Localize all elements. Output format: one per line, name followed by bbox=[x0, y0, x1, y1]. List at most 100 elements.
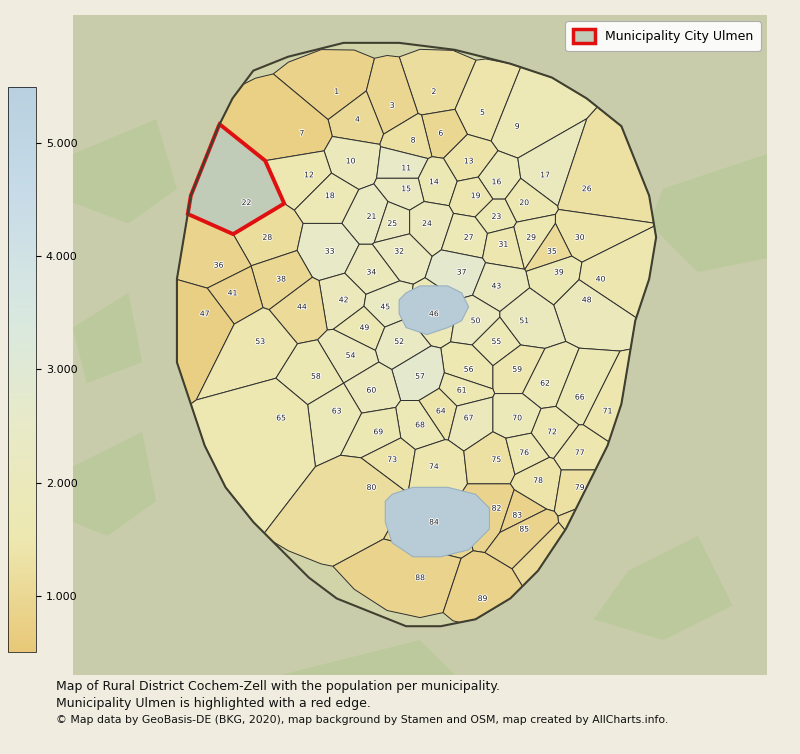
Polygon shape bbox=[318, 329, 378, 383]
Polygon shape bbox=[518, 118, 587, 206]
Polygon shape bbox=[324, 136, 381, 189]
Polygon shape bbox=[251, 250, 312, 310]
Text: 20: 20 bbox=[519, 198, 529, 207]
Polygon shape bbox=[342, 184, 388, 244]
Text: 24: 24 bbox=[422, 219, 432, 228]
Polygon shape bbox=[594, 536, 733, 640]
Polygon shape bbox=[442, 213, 487, 258]
Polygon shape bbox=[425, 250, 486, 299]
Text: 9: 9 bbox=[514, 121, 520, 130]
Text: 52: 52 bbox=[394, 337, 404, 346]
Text: 13: 13 bbox=[464, 156, 474, 165]
Polygon shape bbox=[207, 266, 263, 324]
Text: 33: 33 bbox=[325, 247, 334, 256]
Polygon shape bbox=[408, 440, 467, 495]
Polygon shape bbox=[493, 394, 541, 438]
Polygon shape bbox=[505, 178, 558, 222]
Polygon shape bbox=[344, 362, 401, 413]
Text: 4: 4 bbox=[355, 115, 360, 124]
Text: 88: 88 bbox=[415, 573, 425, 582]
Polygon shape bbox=[514, 214, 555, 269]
Polygon shape bbox=[294, 173, 359, 223]
Polygon shape bbox=[188, 124, 284, 234]
Text: 28: 28 bbox=[262, 233, 272, 242]
Polygon shape bbox=[448, 397, 493, 451]
Polygon shape bbox=[506, 433, 550, 474]
Polygon shape bbox=[422, 109, 467, 158]
Polygon shape bbox=[464, 432, 515, 484]
Text: 6: 6 bbox=[438, 129, 443, 138]
Polygon shape bbox=[500, 288, 566, 348]
Polygon shape bbox=[372, 234, 432, 284]
Polygon shape bbox=[556, 348, 620, 425]
Text: 41: 41 bbox=[228, 288, 238, 297]
Polygon shape bbox=[73, 119, 177, 223]
Polygon shape bbox=[333, 539, 461, 618]
Text: Map of Rural District Cochem-Zell with the population per municipality.: Map of Rural District Cochem-Zell with t… bbox=[56, 680, 500, 693]
Polygon shape bbox=[366, 56, 418, 134]
Text: 73: 73 bbox=[387, 455, 397, 464]
Text: 12: 12 bbox=[304, 170, 314, 179]
Text: 18: 18 bbox=[325, 192, 334, 200]
Polygon shape bbox=[449, 177, 493, 217]
Polygon shape bbox=[191, 379, 315, 533]
Polygon shape bbox=[554, 425, 609, 470]
Polygon shape bbox=[233, 204, 303, 266]
Text: 21: 21 bbox=[366, 212, 376, 221]
Text: 42: 42 bbox=[338, 296, 349, 305]
Polygon shape bbox=[396, 400, 445, 449]
Polygon shape bbox=[276, 340, 344, 405]
Text: 51: 51 bbox=[519, 316, 529, 325]
Polygon shape bbox=[364, 280, 414, 327]
Polygon shape bbox=[410, 201, 454, 256]
Text: 1: 1 bbox=[334, 87, 339, 96]
Polygon shape bbox=[361, 438, 415, 493]
Polygon shape bbox=[525, 223, 572, 271]
Polygon shape bbox=[531, 406, 579, 458]
Text: 46: 46 bbox=[429, 309, 438, 318]
Polygon shape bbox=[473, 262, 530, 311]
Polygon shape bbox=[478, 151, 521, 199]
Polygon shape bbox=[269, 277, 327, 344]
Text: 56: 56 bbox=[464, 365, 474, 374]
Polygon shape bbox=[219, 74, 332, 161]
Polygon shape bbox=[450, 296, 500, 345]
Text: 19: 19 bbox=[470, 192, 480, 200]
Text: 26: 26 bbox=[582, 184, 591, 193]
Text: 72: 72 bbox=[547, 428, 557, 437]
Polygon shape bbox=[443, 134, 498, 181]
Text: 74: 74 bbox=[429, 462, 438, 471]
Polygon shape bbox=[493, 345, 545, 394]
Polygon shape bbox=[554, 280, 636, 351]
Text: 7: 7 bbox=[299, 129, 304, 138]
Polygon shape bbox=[333, 306, 385, 351]
Polygon shape bbox=[583, 349, 630, 442]
Polygon shape bbox=[419, 388, 457, 440]
Text: 66: 66 bbox=[575, 393, 585, 402]
Text: 61: 61 bbox=[457, 385, 466, 394]
Text: 64: 64 bbox=[436, 406, 446, 415]
Text: 36: 36 bbox=[214, 261, 223, 270]
Polygon shape bbox=[264, 455, 409, 566]
Text: 70: 70 bbox=[512, 413, 522, 422]
Polygon shape bbox=[374, 201, 410, 243]
Text: 45: 45 bbox=[381, 302, 390, 311]
Polygon shape bbox=[555, 210, 654, 262]
Polygon shape bbox=[443, 550, 522, 622]
Polygon shape bbox=[73, 432, 156, 536]
Text: 75: 75 bbox=[491, 455, 502, 464]
Polygon shape bbox=[177, 214, 251, 288]
Polygon shape bbox=[377, 147, 428, 178]
Polygon shape bbox=[439, 372, 494, 406]
Text: Municipality Ulmen is highlighted with a red edge.: Municipality Ulmen is highlighted with a… bbox=[56, 697, 371, 710]
Text: 11: 11 bbox=[402, 164, 411, 173]
Text: 25: 25 bbox=[387, 219, 397, 228]
Polygon shape bbox=[383, 495, 473, 559]
Polygon shape bbox=[558, 107, 654, 223]
Polygon shape bbox=[441, 342, 493, 389]
Polygon shape bbox=[579, 226, 656, 317]
Polygon shape bbox=[418, 157, 458, 206]
Polygon shape bbox=[399, 286, 469, 335]
Polygon shape bbox=[345, 244, 400, 294]
Polygon shape bbox=[392, 346, 444, 400]
